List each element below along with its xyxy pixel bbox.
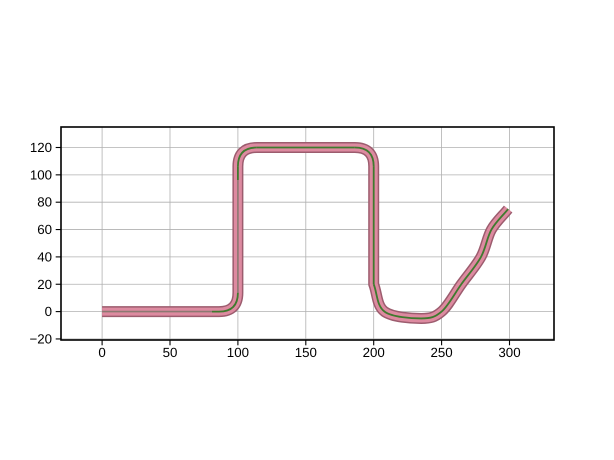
svg-text:100: 100 bbox=[30, 167, 52, 182]
svg-text:60: 60 bbox=[37, 222, 52, 237]
svg-text:250: 250 bbox=[431, 345, 453, 360]
svg-text:−20: −20 bbox=[29, 332, 52, 347]
svg-text:20: 20 bbox=[37, 277, 52, 292]
svg-text:120: 120 bbox=[30, 140, 52, 155]
svg-text:150: 150 bbox=[295, 345, 317, 360]
svg-text:40: 40 bbox=[37, 249, 52, 264]
svg-text:50: 50 bbox=[163, 345, 178, 360]
svg-text:300: 300 bbox=[498, 345, 520, 360]
svg-text:100: 100 bbox=[227, 345, 249, 360]
svg-text:0: 0 bbox=[98, 345, 105, 360]
svg-text:200: 200 bbox=[363, 345, 385, 360]
svg-text:0: 0 bbox=[45, 304, 52, 319]
svg-text:80: 80 bbox=[37, 195, 52, 210]
